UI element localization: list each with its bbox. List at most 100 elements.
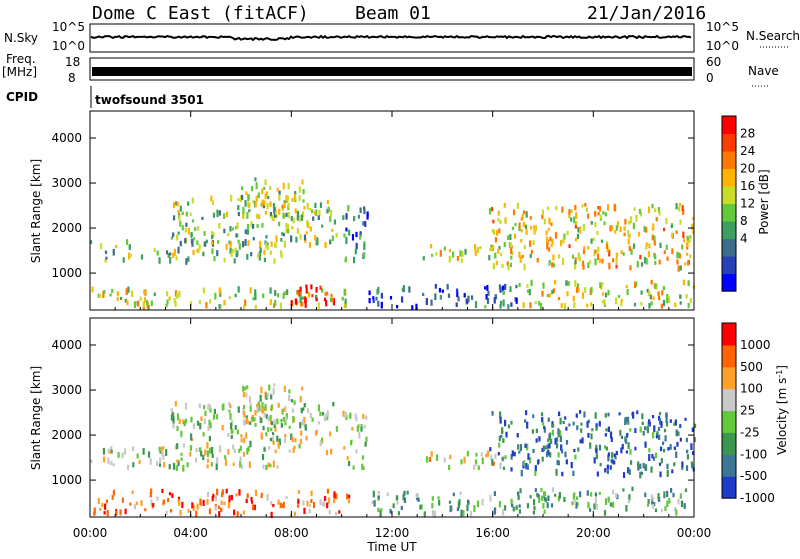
power-cell [375,296,378,301]
x-tick-label: 04:00 [173,526,208,540]
velocity-cell [168,464,171,470]
velocity-cell [526,421,529,429]
power-cell [515,297,518,304]
velocity-cell [639,463,642,469]
velocity-cell [270,394,273,400]
velocity-ytick-label: 2000 [51,428,82,442]
velocity-cell [246,385,249,389]
power-cell [499,286,502,293]
power-cell [501,264,504,268]
velocity-cell [673,462,676,467]
power-cell [575,220,578,226]
velocity-cell [362,466,365,470]
power-cell [627,230,630,234]
velocity-cell [326,488,330,494]
velocity-cell [273,419,276,425]
velocity-cell [176,443,179,450]
power-cell [430,253,434,257]
velocity-cell [192,423,196,429]
velocity-cell [605,446,608,451]
velocity-cell [661,441,665,446]
power-cell [247,201,250,208]
power-cell [306,202,309,210]
velocity-cell [604,498,608,506]
velocity-colorbar-tick: 25 [740,404,755,418]
velocity-cell [229,404,232,409]
power-cell [178,214,181,222]
power-cell [615,258,618,265]
velocity-cell [620,435,624,440]
velocity-cell [172,462,176,470]
velocity-cell [534,465,537,472]
power-cell [509,262,513,268]
power-cell [124,298,127,303]
velocity-cell [228,402,231,407]
velocity-cell [202,432,205,437]
power-ytick-label: 4000 [51,131,82,145]
velocity-cell [263,412,266,418]
velocity-cell [279,502,282,509]
power-cell [571,254,575,259]
power-cell [252,200,255,204]
power-cell [264,210,268,215]
power-cell [587,262,590,269]
velocity-cell [199,447,202,451]
velocity-cell [524,419,527,423]
velocity-cell [648,448,651,453]
velocity-cell [467,500,470,505]
power-cell [306,219,309,227]
power-cell [675,203,678,210]
velocity-cell [208,435,212,442]
velocity-cell [228,495,231,502]
velocity-cell [622,472,626,478]
velocity-cell [171,493,174,498]
velocity-cell [595,444,598,449]
velocity-cell [532,414,535,419]
velocity-ylabel: Slant Range [km] [29,366,43,470]
velocity-cell [284,419,287,426]
velocity-cell [598,444,602,451]
power-cell [245,191,248,195]
power-cell [495,260,498,266]
velocity-colorbar-segment [722,366,736,390]
power-cell [487,290,490,296]
velocity-cell [593,503,596,510]
velocity-cell [576,496,579,501]
velocity-cell [250,417,254,421]
power-cell [265,191,269,196]
power-cell [262,203,266,209]
power-cell [354,248,357,255]
velocity-colorbar-tick: 500 [740,360,763,374]
power-cell [265,235,268,239]
velocity-cell [632,411,635,419]
power-cell [254,177,257,182]
power-cell [175,201,178,206]
velocity-cell [546,502,549,509]
power-cell [620,250,623,254]
power-cell [184,227,187,233]
velocity-cell [679,437,682,442]
power-cell [298,186,301,193]
velocity-cell [588,508,592,512]
power-cell [372,296,375,300]
velocity-cell [326,413,329,421]
power-cell [333,219,337,225]
power-colorbar-tick: 12 [740,197,755,211]
power-cell [345,227,348,232]
velocity-cell [184,402,188,410]
velocity-cell [276,465,279,469]
velocity-cell [248,461,252,469]
velocity-cell [167,497,170,503]
power-cell [252,296,255,301]
power-cell [602,211,605,215]
power-cell [576,283,580,290]
power-cell [541,214,544,220]
velocity-cell [186,462,189,468]
velocity-cell [202,499,205,506]
velocity-cell [256,407,259,413]
power-cell [254,289,257,296]
power-cell [687,280,690,287]
power-cell [143,297,147,303]
